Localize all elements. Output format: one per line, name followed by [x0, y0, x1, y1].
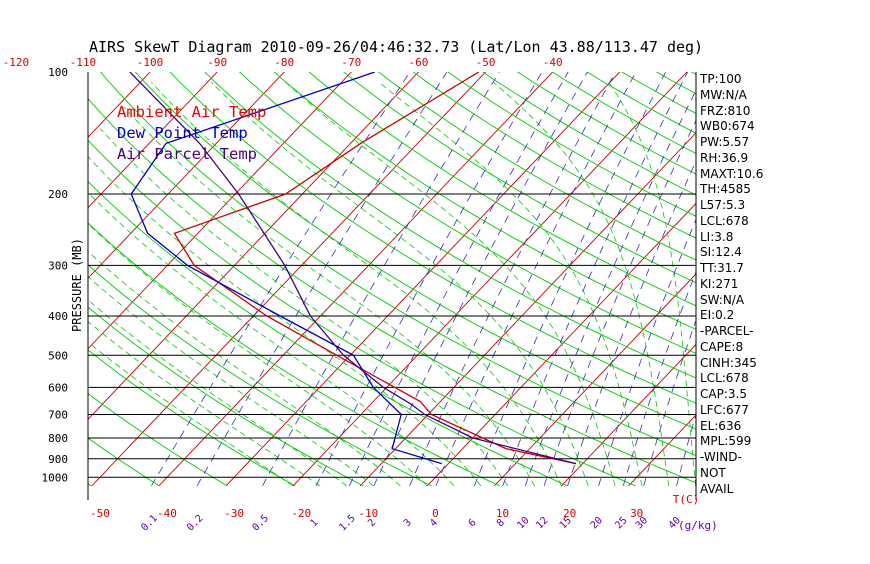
- y-axis-label: PRESSURE (MB): [70, 238, 84, 332]
- pressure-tick-label: 900: [48, 453, 68, 466]
- top-temp-tick-label: -60: [409, 56, 429, 69]
- top-temp-tick-label: -70: [341, 56, 361, 69]
- mixing-ratio-line: [374, 72, 588, 486]
- top-temp-tick-label: -120: [3, 56, 30, 69]
- stat-item: MPL:599: [700, 434, 868, 450]
- stat-item: PW:5.57: [700, 135, 868, 151]
- stat-item: -WIND-: [700, 450, 868, 466]
- mixing-ratio-line: [410, 72, 616, 486]
- stat-item: SW:N/A: [700, 293, 868, 309]
- bottom-temp-tick-label: -40: [157, 507, 177, 520]
- mixing-ratio-tick-label: 25: [613, 515, 629, 531]
- stat-item: NOT: [700, 466, 868, 482]
- bottom-temp-tick-label: -20: [291, 507, 311, 520]
- stat-item: LI:3.8: [700, 230, 868, 246]
- top-temp-tick-label: -40: [543, 56, 563, 69]
- top-temp-tick-label: -90: [207, 56, 227, 69]
- mixing-ratio-tick-label: 1.5: [337, 513, 358, 534]
- temp-unit-label: T(C): [673, 493, 700, 506]
- stat-item: CAP:3.5: [700, 387, 868, 403]
- dry-adiabat-line: [18, 54, 636, 486]
- stat-item: LCL:678: [700, 214, 868, 230]
- stat-item: MAXT:10.6: [700, 167, 868, 183]
- mixing-ratio-tick-label: 10: [515, 515, 531, 531]
- mixing-ratio-tick-label: 12: [534, 515, 550, 531]
- pressure-tick-label: 1000: [42, 471, 69, 484]
- mixing-ratio-line: [544, 72, 719, 486]
- stat-item: LCL:678: [700, 371, 868, 387]
- stat-item: TH:4585: [700, 182, 868, 198]
- mixing-unit-label: (g/kg): [678, 519, 718, 532]
- pressure-tick-label: 200: [48, 188, 68, 201]
- pressure-tick-label: 100: [48, 66, 68, 79]
- stat-item: EL:636: [700, 419, 868, 435]
- isotherm-line: [293, 53, 704, 485]
- moist-adiabat-line: [211, 82, 588, 486]
- stat-item: WB0:674: [700, 119, 868, 135]
- stat-item: TP:100: [700, 72, 868, 88]
- legend-entry: Air Parcel Temp: [117, 145, 257, 163]
- axis-ticks: 100 200 300 400 500 600 700 800 900 1000 -120 -110 -…: [3, 56, 718, 534]
- mixing-ratio-tick-label: 0.2: [185, 513, 206, 534]
- mixing-ratio-line: [525, 72, 705, 486]
- isotherm-line: [0, 53, 33, 485]
- bottom-temp-tick-label: -50: [90, 507, 110, 520]
- stat-item: RH:36.9: [700, 151, 868, 167]
- stat-item: MW:N/A: [700, 88, 868, 104]
- pressure-tick-label: 500: [48, 349, 68, 362]
- dry-adiabat-line: [0, 54, 568, 486]
- top-temp-tick-label: -80: [274, 56, 294, 69]
- moist-adiabat-line: [152, 82, 562, 486]
- top-temp-tick-label: -110: [70, 56, 97, 69]
- legend: Ambient Air Temp Dew Point Temp Air Parcel…: [117, 103, 266, 163]
- top-temp-tick-label: -100: [137, 56, 164, 69]
- pressure-tick-label: 700: [48, 409, 68, 422]
- mixing-ratio-line: [474, 72, 665, 486]
- mixing-ratio-tick-label: 0.5: [250, 513, 271, 534]
- stat-item: KI:271: [700, 277, 868, 293]
- stat-item: L57:5.3: [700, 198, 868, 214]
- chart-title: AIRS SkewT Diagram 2010-09-26/04:46:32.7…: [89, 38, 703, 56]
- bottom-temp-tick-label: -30: [224, 507, 244, 520]
- pressure-tick-label: 600: [48, 381, 68, 394]
- stat-item: CINH:345: [700, 356, 868, 372]
- moist-adiabat-line: [0, 249, 293, 486]
- mixing-ratio-tick-label: 6: [467, 517, 479, 529]
- moist-adiabat-line: [286, 82, 615, 486]
- stat-item: LFC:677: [700, 403, 868, 419]
- mixing-ratio-tick-label: 3: [402, 517, 414, 529]
- stat-item: -PARCEL-: [700, 324, 868, 340]
- legend-entry: Ambient Air Temp: [117, 103, 266, 121]
- mixing-ratio-line: [349, 72, 568, 486]
- pressure-tick-label: 400: [48, 310, 68, 323]
- stat-item: SI:12.4: [700, 245, 868, 261]
- legend-entry: Dew Point Temp: [117, 124, 248, 142]
- mixing-ratio-line: [436, 72, 636, 486]
- top-temp-tick-label: -50: [476, 56, 496, 69]
- dry-adiabat-line: [0, 54, 23, 486]
- pressure-tick-label: 300: [48, 259, 68, 272]
- stat-item: AVAIL: [700, 482, 868, 498]
- stat-item: TT:31.7: [700, 261, 868, 277]
- stat-item: EI:0.2: [700, 308, 868, 324]
- mixing-ratio-tick-label: 1: [308, 517, 320, 529]
- pressure-tick-label: 800: [48, 432, 68, 445]
- stat-item: CAPE:8: [700, 340, 868, 356]
- mixing-ratio-tick-label: 20: [589, 515, 605, 531]
- stat-item: FRZ:810: [700, 104, 868, 120]
